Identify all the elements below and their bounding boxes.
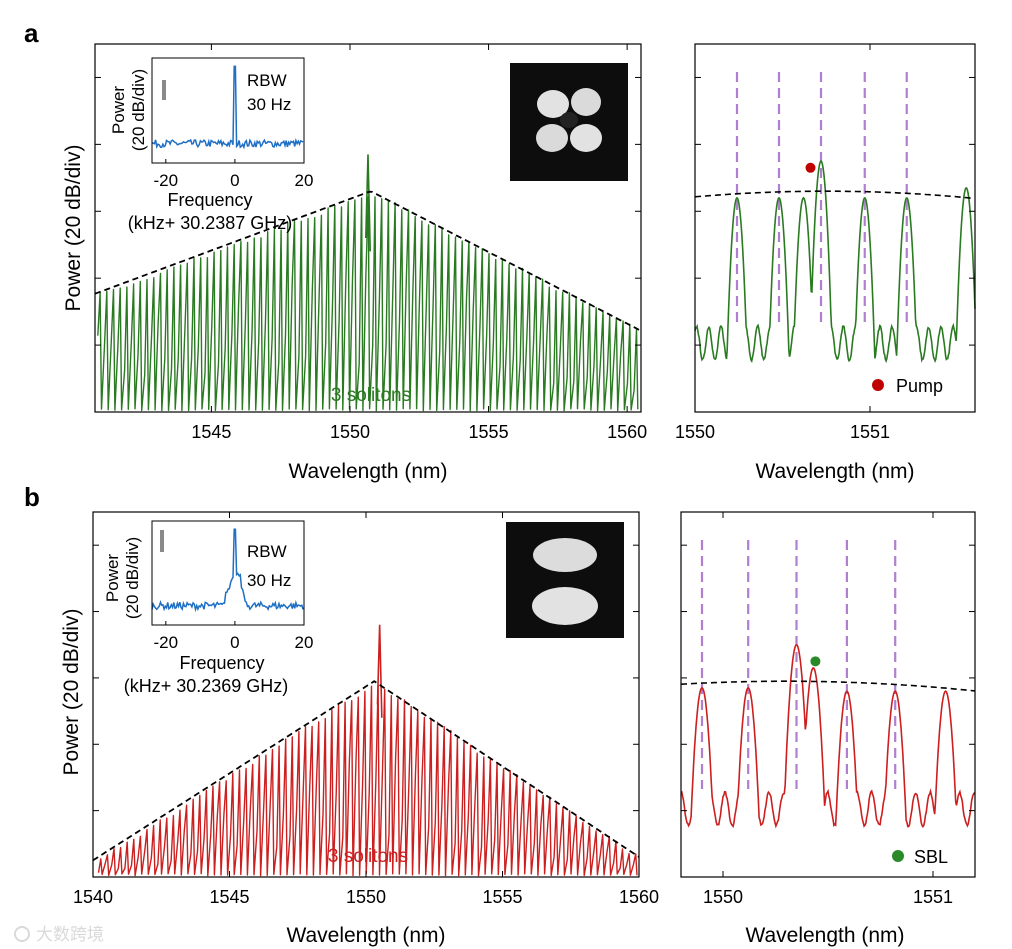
envelope-fit (694, 190, 976, 200)
x-tick-label: 1550 (330, 422, 370, 442)
inset-y-label-2: (20 dB/div) (123, 537, 142, 619)
x-tick-label: 1555 (469, 422, 509, 442)
legend-sbl-dot (892, 850, 904, 862)
y-axis-label: Power (20 dB/div) (62, 145, 85, 312)
pump-spike (376, 624, 383, 718)
x-tick-label: 1550 (703, 887, 743, 907)
inset-x-tick-label: 0 (230, 633, 239, 652)
inset-beat-note-line (151, 65, 304, 150)
inset-x-tick-label: 20 (295, 171, 314, 190)
x-tick-label: 1545 (209, 887, 249, 907)
inset-rbw-value: 30 Hz (247, 571, 291, 590)
x-tick-label: 1551 (913, 887, 953, 907)
legend-pump-dot (872, 379, 884, 391)
inset-rbw-value: 30 Hz (247, 95, 291, 114)
marker-dot (805, 162, 816, 173)
panel-label-b: b (24, 482, 40, 512)
marker-dot (810, 656, 821, 667)
inset-y-label: Power (103, 554, 122, 603)
inset-beat-note-chart: -20 0 20 RBW 30 Hz Power (20 dB/div) Frequ… (109, 57, 314, 233)
inset-rbw-label: RBW (247, 71, 287, 90)
series-annotation: 3 solitons (331, 385, 411, 406)
x-axis-label: Wavelength (nm) (745, 924, 904, 947)
x-axis-label: Wavelength (nm) (755, 460, 914, 483)
watermark-text: 大数跨境 (36, 925, 104, 944)
pump-spike (364, 154, 372, 252)
legend-pump-label: Pump (896, 376, 943, 396)
inset-axes-box (151, 57, 305, 164)
x-axis-label: Wavelength (nm) (288, 460, 447, 483)
panel-label-a: a (24, 18, 39, 48)
inset-axes-box (151, 520, 305, 626)
inset-x-label: Frequency (179, 653, 264, 673)
axes-box (94, 43, 642, 413)
inset-x-tick-label: -20 (154, 171, 179, 190)
x-tick-label: 1540 (73, 887, 113, 907)
axes-box (694, 43, 976, 413)
y-axis-label: Power (20 dB/div) (60, 609, 83, 776)
mode-profile-image (510, 63, 628, 181)
inset-x-label-2: (kHz+ 30.2369 GHz) (124, 676, 289, 696)
mode-profile-image (506, 522, 624, 638)
panel-a-main-chart: 1545 1550 1555 1560 Power (20 dB/div) Wavel… (62, 43, 647, 483)
sech-envelope-fit (94, 190, 642, 332)
zoom-spectrum-line (694, 159, 976, 364)
panel-a-zoom-chart: 1550 1551 Wavelength (nm) Pump (675, 43, 976, 483)
x-tick-label: 1551 (850, 422, 890, 442)
x-tick-label: 1555 (482, 887, 522, 907)
inset-x-tick-label: 0 (230, 171, 239, 190)
inset-x-label: Frequency (167, 190, 252, 210)
legend-sbl-label: SBL (914, 847, 948, 867)
inset-beat-note-line (151, 528, 304, 613)
watermark: 大数跨境 (14, 925, 104, 944)
inset-y-label-2: (20 dB/div) (129, 69, 148, 151)
sech-envelope-fit (92, 680, 640, 862)
x-tick-label: 1545 (191, 422, 231, 442)
inset-rbw-label: RBW (247, 542, 287, 561)
x-tick-label: 1560 (619, 887, 659, 907)
x-axis-label: Wavelength (nm) (286, 924, 445, 947)
zoom-spectrum-line (680, 644, 976, 829)
inset-x-label-2: (kHz+ 30.2387 GHz) (128, 213, 293, 233)
x-tick-label: 1550 (346, 887, 386, 907)
inset-beat-note-chart: -20 0 20 RBW 30 Hz Power (20 dB/div) Frequ… (103, 520, 314, 696)
x-tick-label: 1550 (675, 422, 715, 442)
scale-bar-icon (160, 530, 164, 552)
comb-spectrum-line (97, 684, 638, 877)
x-tick-label: 1560 (607, 422, 647, 442)
scale-bar-icon (162, 80, 166, 100)
panel-b-main-chart: 1540 1545 1550 1555 1560 Power (20 dB/div) W… (60, 511, 659, 947)
axes-box (680, 511, 976, 878)
series-annotation: 3 solitons (328, 846, 408, 867)
inset-x-tick-label: 20 (295, 633, 314, 652)
panel-b-zoom-chart: 1550 1551 Wavelength (nm) SBL (680, 511, 976, 947)
inset-y-label: Power (109, 86, 128, 135)
envelope-fit (680, 680, 976, 692)
inset-x-tick-label: -20 (154, 633, 179, 652)
